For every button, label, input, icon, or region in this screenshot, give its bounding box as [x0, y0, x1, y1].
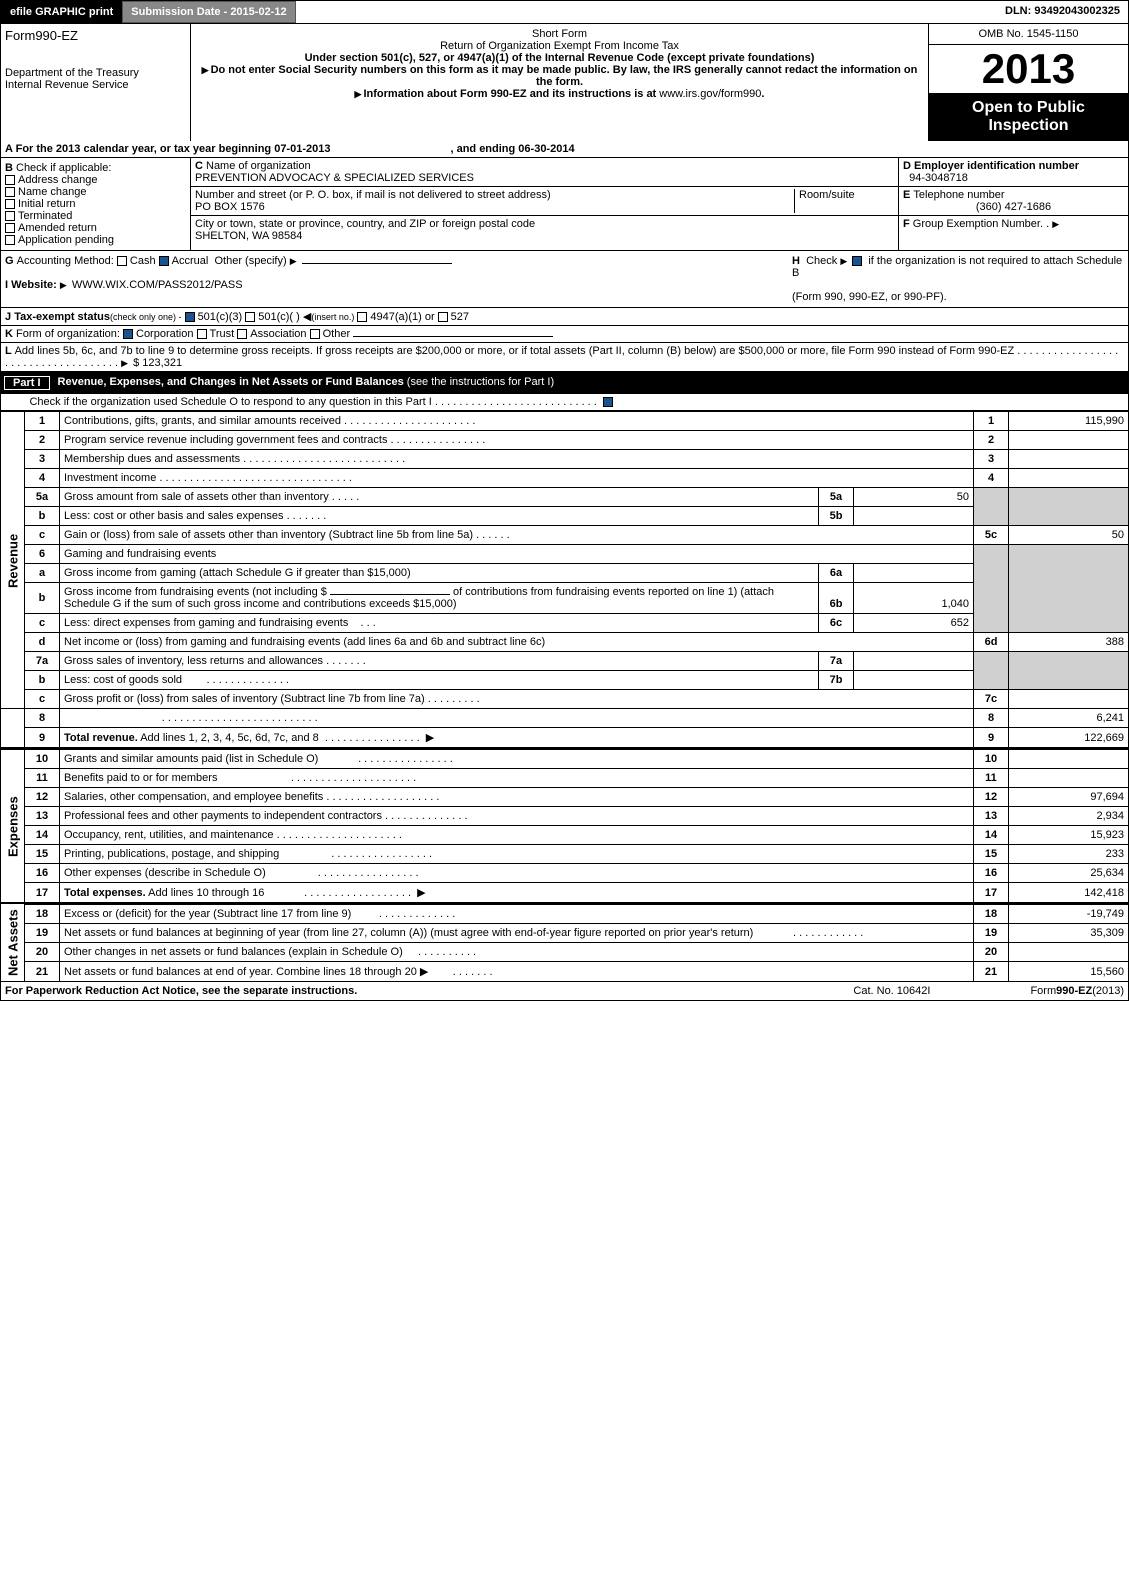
check-if-applicable: Check if applicable: [16, 162, 111, 174]
group-exemption-label: Group Exemption Number. [913, 218, 1043, 230]
line-13-value: 2,934 [1009, 807, 1129, 826]
form-subtitle: Under section 501(c), 527, or 4947(a)(1)… [195, 52, 924, 64]
line-j: J Tax-exempt status(check only one) - 50… [0, 308, 1129, 326]
terminated-checkbox[interactable] [5, 211, 15, 221]
schedule-b-checkbox[interactable] [852, 256, 862, 266]
org-name: PREVENTION ADVOCACY & SPECIALIZED SERVIC… [195, 172, 474, 184]
line-6c-value: 652 [854, 614, 974, 633]
501c3-checkbox[interactable] [185, 312, 195, 322]
warning-2: Information about Form 990-EZ and its in… [195, 88, 924, 100]
header-bar: efile GRAPHIC print Submission Date - 20… [0, 0, 1129, 24]
efile-print-button[interactable]: efile GRAPHIC print [1, 1, 122, 23]
line-15-value: 233 [1009, 845, 1129, 864]
dept-treasury: Department of the Treasury [5, 67, 186, 79]
cash-checkbox[interactable] [117, 256, 127, 266]
part-1-header: Part I Revenue, Expenses, and Changes in… [0, 372, 1129, 394]
line-6b-value: 1,040 [854, 583, 974, 614]
association-checkbox[interactable] [237, 329, 247, 339]
short-form-label: Short Form [195, 28, 924, 40]
address-change-checkbox[interactable] [5, 175, 15, 185]
dln-label: DLN: 93492043002325 [997, 1, 1128, 23]
schedule-o-checkbox[interactable] [603, 397, 613, 407]
form-name: Form990-EZ [5, 28, 186, 43]
revenue-label: Revenue [1, 412, 25, 709]
city-value: SHELTON, WA 98584 [195, 230, 302, 242]
line-g-h: G Accounting Method: Cash Accrual Other … [0, 251, 1129, 308]
page-footer: For Paperwork Reduction Act Notice, see … [0, 982, 1129, 1001]
ein-label: Employer identification number [914, 160, 1079, 172]
trust-checkbox[interactable] [197, 329, 207, 339]
501c-checkbox[interactable] [245, 312, 255, 322]
line-l: L Add lines 5b, 6c, and 7b to line 9 to … [0, 343, 1129, 372]
tax-year: 2013 [929, 45, 1128, 93]
line-a-row: A For the 2013 calendar year, or tax yea… [0, 141, 1129, 158]
submission-date-label: Submission Date - 2015-02-12 [122, 1, 295, 23]
city-label: City or town, state or province, country… [195, 218, 535, 230]
form-header-box: Form990-EZ Department of the Treasury In… [0, 24, 1129, 141]
irs-label: Internal Revenue Service [5, 79, 186, 91]
corporation-checkbox[interactable] [123, 329, 133, 339]
net-assets-label: Net Assets [1, 904, 25, 982]
part1-check-row: Check if the organization used Schedule … [0, 394, 1129, 411]
omb-number: OMB No. 1545-1150 [929, 24, 1128, 45]
ein-value: 94-3048718 [909, 172, 968, 184]
initial-return-checkbox[interactable] [5, 199, 15, 209]
footer-left: For Paperwork Reduction Act Notice, see … [5, 985, 357, 997]
name-change-checkbox[interactable] [5, 187, 15, 197]
line-5a-value: 50 [854, 488, 974, 507]
line-12-value: 97,694 [1009, 788, 1129, 807]
website-link[interactable]: WWW.WIX.COM/PASS2012/PASS [72, 279, 243, 291]
room-label: Room/suite [799, 189, 855, 201]
line-21-value: 15,560 [1009, 962, 1129, 982]
line-6d-value: 388 [1009, 633, 1129, 652]
line-19-value: 35,309 [1009, 924, 1129, 943]
street-label: Number and street (or P. O. box, if mail… [195, 189, 551, 201]
line-k: K Form of organization: Corporation Trus… [0, 326, 1129, 343]
line-14-value: 15,923 [1009, 826, 1129, 845]
amended-return-checkbox[interactable] [5, 223, 15, 233]
phone-value: (360) 427-1686 [903, 201, 1124, 213]
open-to-public: Open to Public Inspection [929, 93, 1128, 141]
section-bcdef: B Check if applicable: Address change Na… [0, 158, 1129, 251]
part1-table: Revenue 1Contributions, gifts, grants, a… [0, 411, 1129, 982]
other-org-checkbox[interactable] [310, 329, 320, 339]
phone-label: Telephone number [913, 189, 1004, 201]
footer-form: Form990-EZ(2013) [1030, 985, 1124, 997]
form-title: Return of Organization Exempt From Incom… [195, 40, 924, 52]
warning-1: Do not enter Social Security numbers on … [195, 64, 924, 88]
line-9-value: 122,669 [1009, 728, 1129, 749]
street-value: PO BOX 1576 [195, 201, 265, 213]
footer-cat: Cat. No. 10642I [853, 985, 930, 997]
line-5c-value: 50 [1009, 526, 1129, 545]
527-checkbox[interactable] [438, 312, 448, 322]
4947-checkbox[interactable] [357, 312, 367, 322]
name-label: Name of organization [206, 160, 311, 172]
line-18-value: -19,749 [1009, 904, 1129, 924]
application-pending-checkbox[interactable] [5, 235, 15, 245]
irs-link[interactable]: www.irs.gov/form990 [659, 88, 761, 100]
accrual-checkbox[interactable] [159, 256, 169, 266]
line-8-value: 6,241 [1009, 709, 1129, 728]
line-1-value: 115,990 [1009, 412, 1129, 431]
line-17-value: 142,418 [1009, 883, 1129, 904]
line-16-value: 25,634 [1009, 864, 1129, 883]
expenses-label: Expenses [1, 749, 25, 904]
